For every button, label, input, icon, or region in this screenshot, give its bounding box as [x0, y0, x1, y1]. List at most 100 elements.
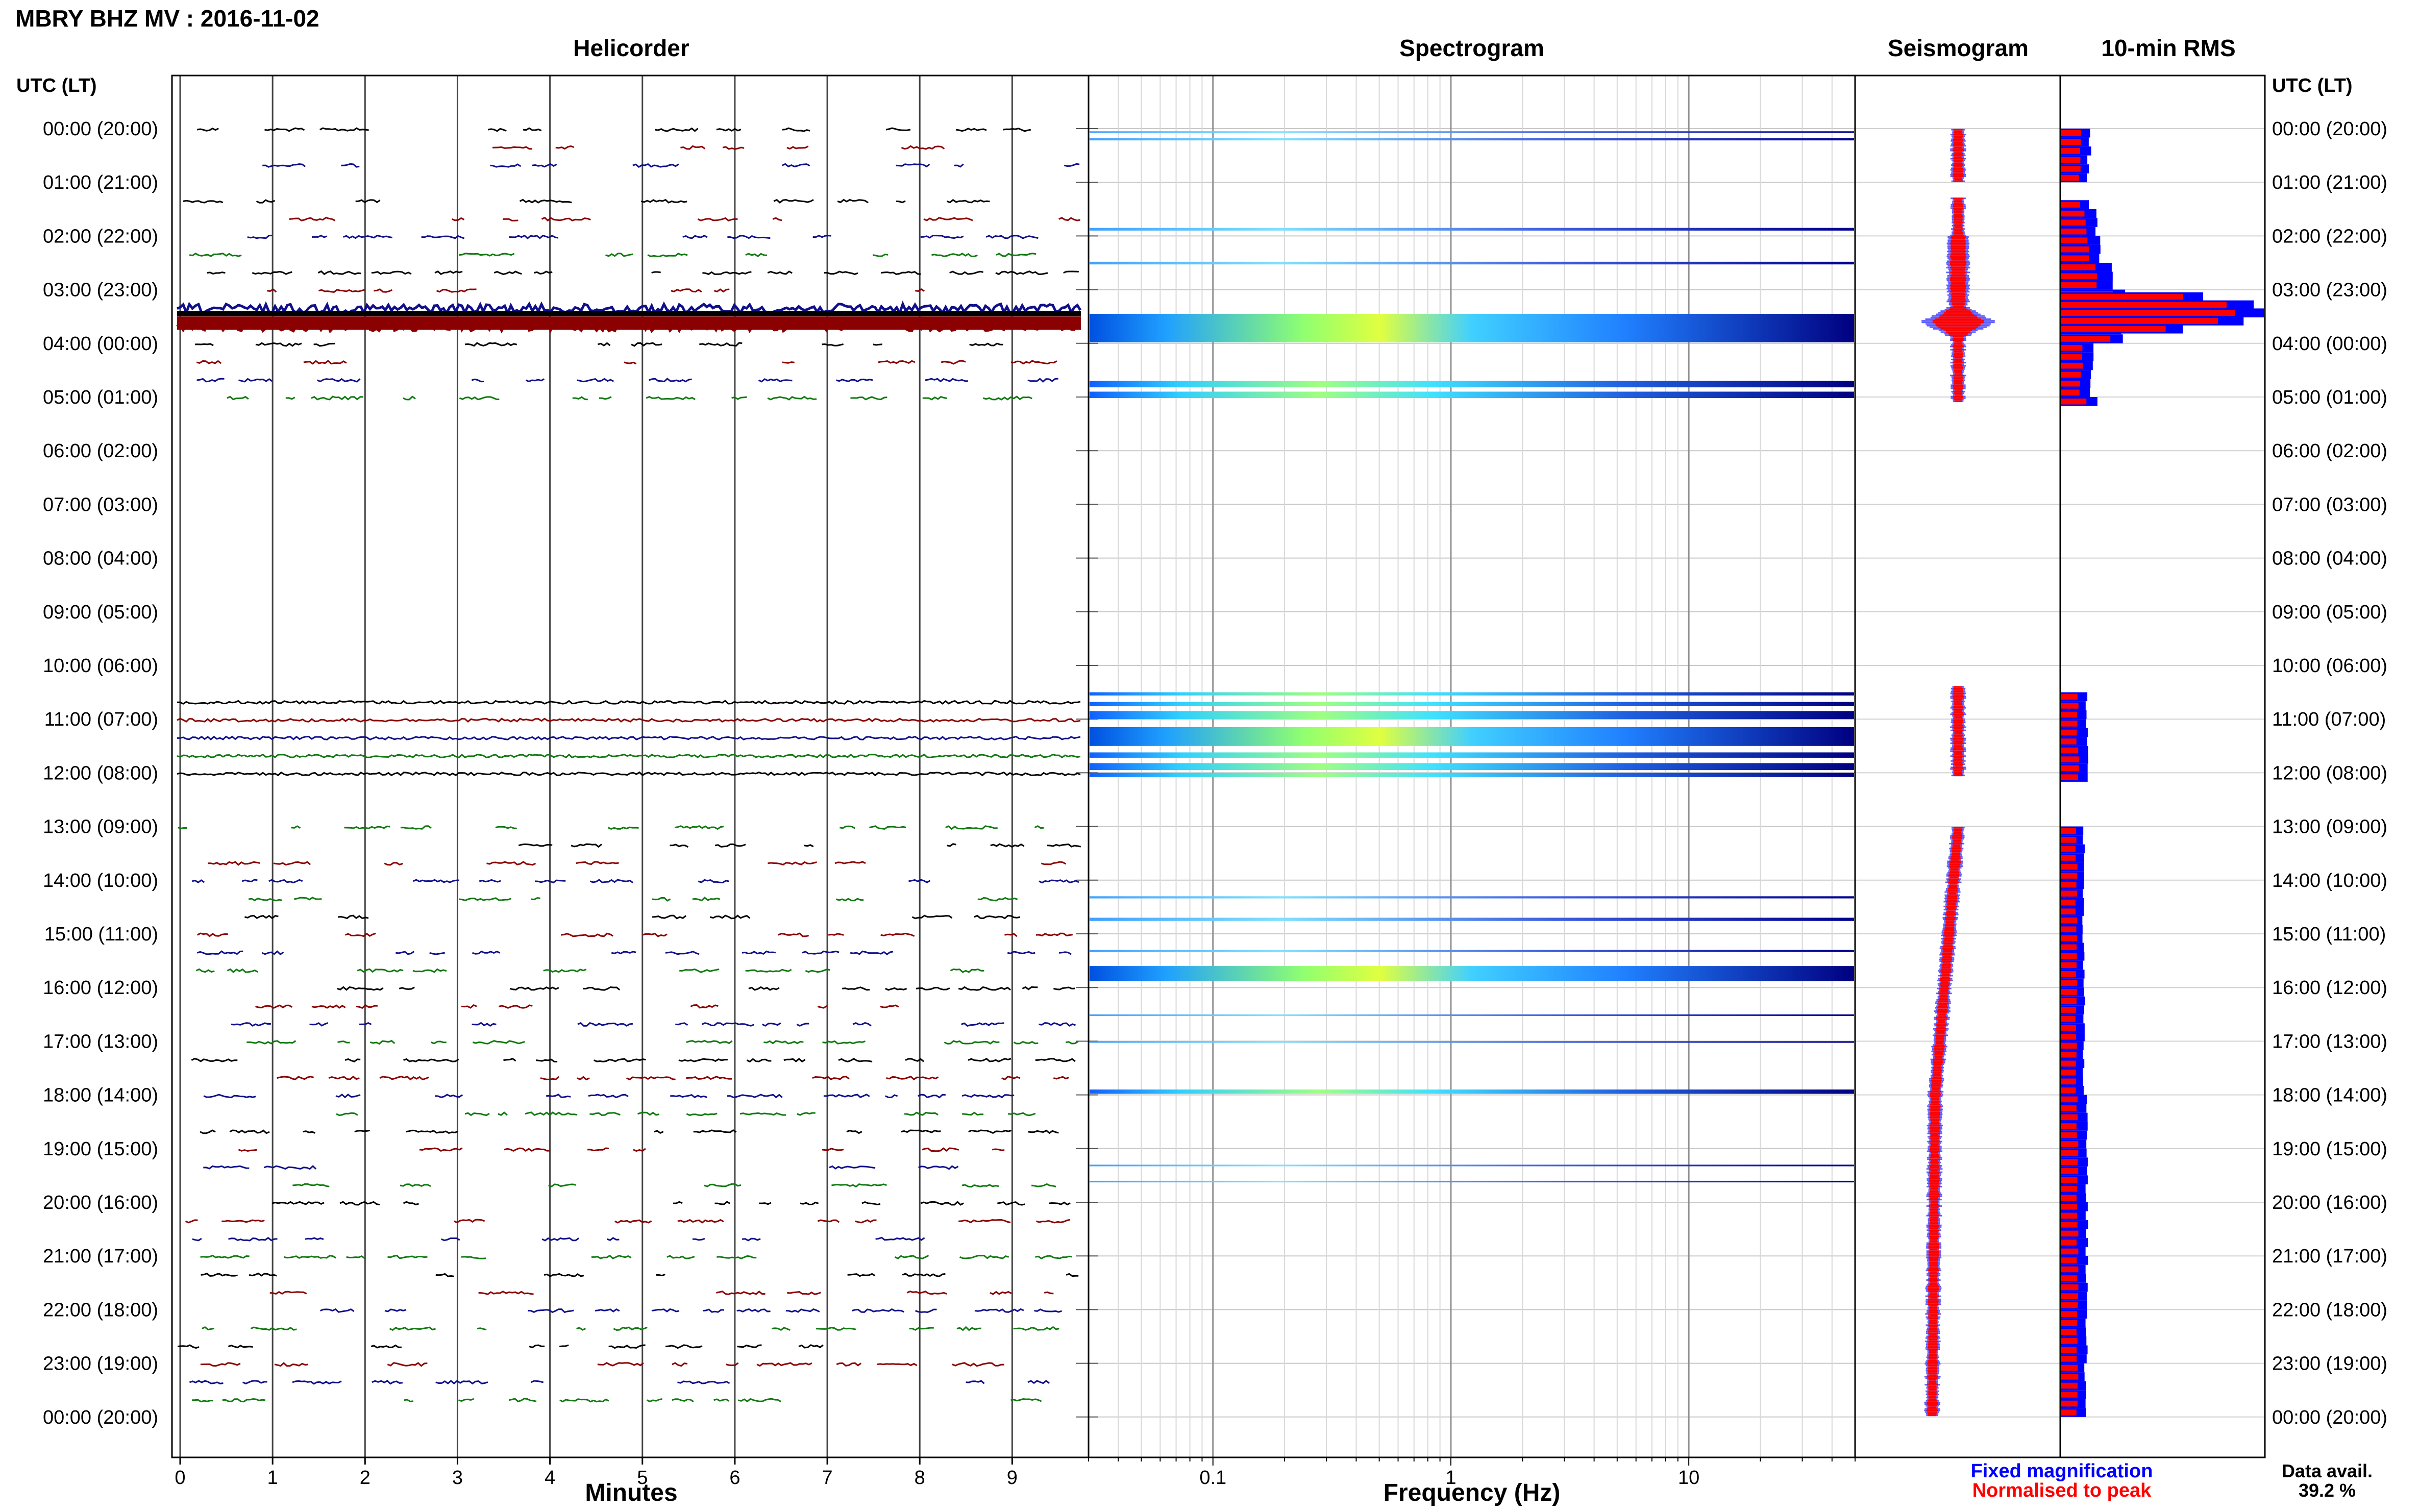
helicorder-trace — [731, 396, 747, 400]
helicorder-trace — [354, 1129, 370, 1133]
helicorder-trace — [915, 1308, 937, 1313]
helicorder-trace — [817, 1219, 840, 1223]
helicorder-trace — [328, 1075, 360, 1080]
helicorder-trace — [950, 968, 984, 973]
rms-bar-normalised — [2061, 935, 2078, 941]
helicorder-trace — [389, 1326, 436, 1331]
helicorder-trace — [1058, 217, 1080, 221]
helicorder-trace — [452, 217, 465, 221]
helicorder-trace — [713, 288, 730, 293]
helicorder-trace — [183, 200, 224, 204]
helicorder-trace — [640, 199, 687, 204]
helicorder-trace — [961, 1022, 1004, 1027]
helicorder-trace — [273, 861, 311, 866]
helicorder-trace — [387, 1254, 428, 1259]
helicorder-trace — [404, 1399, 414, 1403]
rms-bar-normalised — [2061, 219, 2086, 226]
helicorder-trace — [805, 968, 830, 973]
rms-bar-normalised — [2061, 1132, 2077, 1138]
helicorder-trace — [916, 986, 950, 990]
helicorder-trace — [918, 1165, 959, 1170]
helicorder-trace — [459, 396, 500, 401]
helicorder-trace — [431, 1040, 447, 1045]
helicorder-trace — [652, 897, 671, 902]
time-label: 20:00 (16:00) — [43, 1192, 158, 1213]
helicorder-trace — [782, 127, 810, 132]
time-label: 18:00 (14:00) — [43, 1085, 158, 1106]
helicorder-trace — [966, 1380, 985, 1384]
helicorder-trace — [767, 270, 793, 275]
helicorder-trace — [922, 395, 948, 401]
spectrogram-band — [1090, 773, 1854, 777]
helicorder-trace — [403, 1058, 459, 1062]
rms-bar-normalised — [2061, 326, 2166, 332]
figure-title: MBRY BHZ MV : 2016-11-02 — [15, 5, 319, 32]
helicorder-trace — [686, 1076, 732, 1080]
seismogram-title: Seismogram — [1888, 35, 2029, 61]
helicorder-trace — [918, 1094, 946, 1099]
helicorder-trace — [177, 301, 1082, 317]
helicorder-trace — [886, 1075, 939, 1081]
spectrogram-band — [1090, 752, 1854, 758]
helicorder-trace — [785, 1308, 820, 1313]
time-label: 01:00 (21:00) — [2272, 172, 2387, 193]
helicorder-trace — [652, 914, 687, 920]
helicorder-trace — [532, 163, 557, 168]
rms-bar-normalised — [2061, 881, 2077, 888]
helicorder-trace — [607, 826, 639, 830]
helicorder-trace — [178, 827, 187, 829]
rms-bar-normalised — [2061, 738, 2077, 745]
helicorder-trace — [291, 825, 301, 829]
helicorder-trace — [746, 1058, 772, 1063]
time-label: 23:00 (19:00) — [43, 1353, 158, 1375]
helicorder-trace — [305, 1237, 324, 1241]
helicorder-trace — [1053, 986, 1075, 990]
time-label: 05:00 (01:00) — [2272, 387, 2387, 408]
helicorder-trace — [436, 288, 477, 293]
x-tick-label: 7 — [822, 1467, 832, 1489]
rms-bar-normalised — [2061, 389, 2080, 395]
rms-bar-normalised — [2061, 703, 2079, 709]
helicorder-trace — [498, 1004, 533, 1009]
helicorder-trace — [915, 288, 925, 292]
helicorder-trace — [498, 1111, 508, 1116]
helicorder-trace — [247, 235, 272, 239]
rms-bar-normalised — [2061, 399, 2087, 405]
helicorder-trace — [699, 342, 743, 347]
rms-bar-normalised — [2061, 1230, 2079, 1237]
helicorder-trace — [1039, 1022, 1076, 1027]
helicorder-trace — [982, 395, 1032, 401]
helicorder-trace — [379, 1075, 429, 1081]
helicorder-trace — [885, 127, 911, 131]
helicorder-trace — [541, 1237, 579, 1242]
helicorder-trace — [797, 1112, 816, 1116]
helicorder-trace — [518, 843, 553, 847]
helicorder-trace — [250, 1326, 297, 1331]
rms-bar-normalised — [2061, 273, 2097, 280]
helicorder-trace — [946, 199, 990, 204]
helicorder-trace — [875, 1236, 925, 1241]
helicorder-trace — [531, 1380, 544, 1383]
spectrogram-band — [1090, 1041, 1854, 1043]
helicorder-trace — [756, 1362, 812, 1367]
helicorder-trace — [490, 163, 522, 168]
spectrogram-band — [1090, 966, 1854, 981]
helicorder-trace — [589, 879, 634, 884]
helicorder-trace — [371, 270, 412, 275]
helicorder-trace — [1013, 1326, 1059, 1331]
helicorder-trace — [543, 969, 587, 973]
helicorder-trace — [880, 932, 915, 937]
helicorder-trace — [977, 897, 1018, 902]
spectrogram-title: Spectrogram — [1399, 35, 1544, 61]
time-label: 16:00 (12:00) — [43, 977, 158, 999]
helicorder-trace — [222, 1398, 265, 1403]
helicorder-trace — [369, 1039, 396, 1045]
helicorder-trace — [399, 986, 415, 990]
rms-bar-normalised — [2061, 863, 2078, 870]
helicorder-trace — [478, 1291, 534, 1295]
helicorder-trace — [941, 360, 966, 365]
helicorder-traces — [176, 127, 1082, 1403]
helicorder-trace — [595, 1308, 620, 1312]
rms-bar-normalised — [2061, 237, 2088, 243]
